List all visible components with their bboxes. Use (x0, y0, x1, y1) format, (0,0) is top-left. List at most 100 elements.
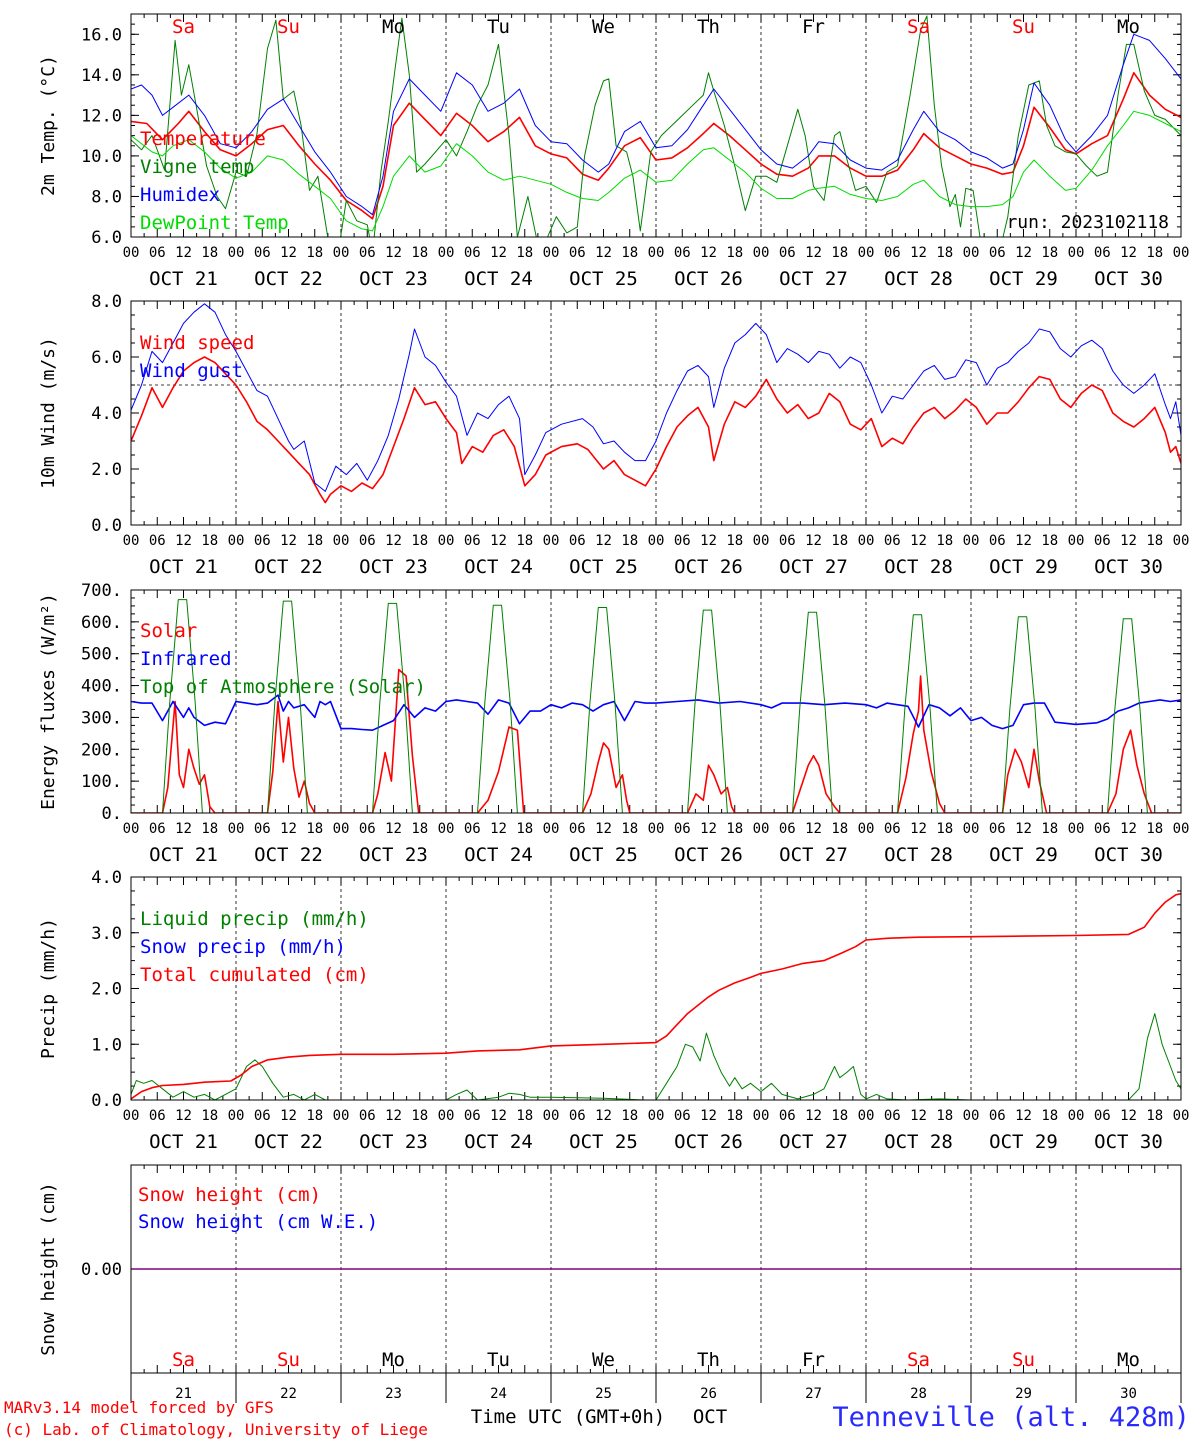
date-label: OCT 23 (359, 1131, 428, 1153)
day-number-label: 24 (490, 1386, 507, 1402)
y-tick-label: 10.0 (81, 147, 122, 167)
day-number-label: 27 (805, 1386, 822, 1402)
day-of-week-label: We (592, 1349, 615, 1371)
day-of-week-label: Fr (802, 16, 825, 38)
day-number-label: 22 (280, 1386, 297, 1402)
date-label: OCT 22 (254, 556, 323, 578)
hour-label: 00 (1068, 821, 1085, 837)
y-tick-label: 0.00 (81, 1260, 122, 1280)
hour-label: 12 (280, 533, 297, 549)
hour-label: 12 (1015, 533, 1032, 549)
date-label: OCT 24 (464, 268, 533, 290)
hour-label: 06 (254, 245, 271, 261)
hour-label: 12 (1120, 533, 1137, 549)
hour-label: 12 (175, 1108, 192, 1124)
hour-label: 18 (516, 821, 533, 837)
y-tick-label: 0. (102, 804, 122, 824)
hour-label: 06 (884, 821, 901, 837)
date-label: OCT 26 (674, 844, 743, 866)
hour-label: 06 (989, 245, 1006, 261)
hour-label: 18 (831, 533, 848, 549)
hour-label: 00 (753, 1108, 770, 1124)
hour-label: 18 (936, 821, 953, 837)
y-tick-label: 12.0 (81, 106, 122, 126)
y-tick-label: 4.0 (91, 404, 122, 424)
hour-label: 06 (674, 1108, 691, 1124)
date-label: OCT 29 (989, 268, 1058, 290)
y-tick-label: 4.0 (91, 868, 122, 888)
hour-label: 06 (359, 1108, 376, 1124)
day-number-label: 26 (700, 1386, 717, 1402)
legend-entry: Snow height (cm W.E.) (138, 1211, 378, 1233)
hour-label: 06 (464, 533, 481, 549)
hour-label: 12 (1015, 245, 1032, 261)
hour-label: 00 (228, 245, 245, 261)
hour-label: 06 (464, 245, 481, 261)
day-of-week-label: Sa (172, 16, 195, 38)
hour-label: 00 (1068, 1108, 1085, 1124)
legend-entry: Total cumulated (cm) (140, 964, 369, 986)
hour-label: 00 (333, 1108, 350, 1124)
y-tick-label: 0.0 (91, 1091, 122, 1111)
hour-label: 00 (438, 821, 455, 837)
hour-label: 12 (385, 245, 402, 261)
hour-label: 12 (805, 533, 822, 549)
hour-label: 12 (1015, 821, 1032, 837)
hour-label: 18 (726, 1108, 743, 1124)
hour-label: 18 (621, 821, 638, 837)
hour-label: 06 (569, 821, 586, 837)
hour-label: 12 (910, 245, 927, 261)
series-line-dewpoint-temp (131, 110, 1181, 232)
hour-label: 18 (1146, 1108, 1163, 1124)
day-of-week-label: Su (1012, 16, 1035, 38)
legend-entry: Wind speed (140, 332, 254, 354)
y-tick-label: 2.0 (91, 980, 122, 1000)
hour-label: 06 (254, 533, 271, 549)
day-of-week-label: Su (1012, 1349, 1035, 1371)
hour-label: 12 (385, 821, 402, 837)
hour-label: 00 (123, 821, 140, 837)
hour-label: 18 (621, 533, 638, 549)
panel-1: 6.0 8.0 10.0 12.0 14.0 16.0 2m Temp. (°C) Tempe… (38, 13, 1189, 290)
hour-label: 00 (753, 821, 770, 837)
date-label: OCT 25 (569, 844, 638, 866)
hour-label: 12 (700, 1108, 717, 1124)
y-tick-label: 500. (81, 645, 122, 665)
hour-label: 00 (858, 821, 875, 837)
hour-label: 06 (1094, 1108, 1111, 1124)
legend-entry: Top of Atmosphere (Solar) (140, 676, 426, 698)
hour-label: 12 (490, 533, 507, 549)
hour-label: 12 (910, 533, 927, 549)
date-label: OCT 24 (464, 1131, 533, 1153)
hour-label: 12 (805, 1108, 822, 1124)
hour-label: 18 (831, 245, 848, 261)
hour-label: 12 (1120, 245, 1137, 261)
legend-entry: Liquid precip (mm/h) (140, 908, 369, 930)
legend-entry: Temperature (140, 128, 266, 150)
series-group (131, 303, 1181, 504)
y-tick-label: 0.0 (91, 516, 122, 536)
hour-label: 00 (1173, 821, 1190, 837)
hour-label: 18 (1041, 1108, 1058, 1124)
hour-label: 00 (438, 533, 455, 549)
hour-label: 18 (306, 821, 323, 837)
y-axis-label: Energy fluxes (W/m²) (38, 593, 59, 810)
day-of-week-label: Tu (487, 16, 510, 38)
lab-credit-text: (c) Lab. of Climatology, University of L… (4, 1420, 428, 1439)
hour-label: 00 (753, 245, 770, 261)
hour-label: 18 (726, 533, 743, 549)
hour-label: 12 (595, 821, 612, 837)
hour-label: 18 (1146, 245, 1163, 261)
series-group (131, 599, 1181, 813)
hour-label: 12 (280, 1108, 297, 1124)
hour-label: 06 (569, 533, 586, 549)
date-label: OCT 29 (989, 556, 1058, 578)
date-label: OCT 28 (884, 1131, 953, 1153)
hour-label: 18 (411, 245, 428, 261)
hour-label: 00 (963, 1108, 980, 1124)
hour-label: 12 (1120, 821, 1137, 837)
date-label: OCT 22 (254, 1131, 323, 1153)
date-label: OCT 29 (989, 1131, 1058, 1153)
y-tick-label: 6.0 (91, 228, 122, 248)
hour-label: 12 (1015, 1108, 1032, 1124)
